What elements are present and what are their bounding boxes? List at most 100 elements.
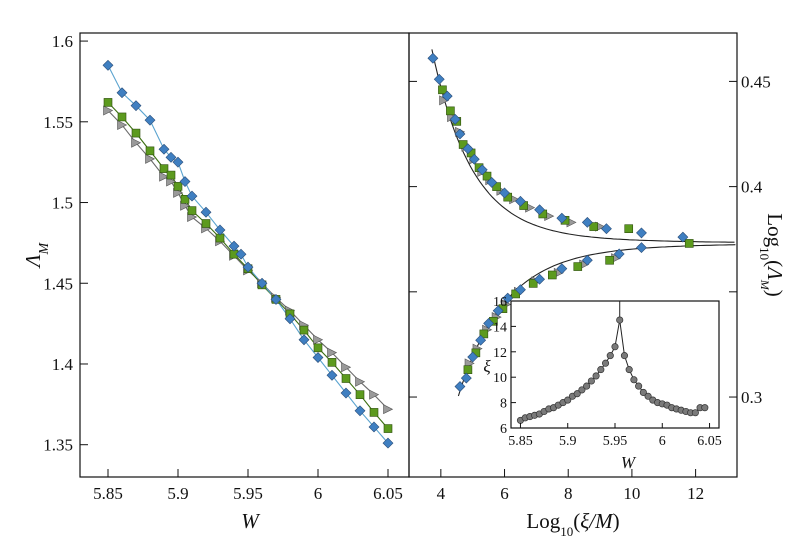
left-data-point xyxy=(102,59,114,71)
right-data-point xyxy=(589,222,598,231)
inset-data-point xyxy=(644,392,652,400)
right-data-point xyxy=(624,224,634,233)
left-data-point xyxy=(383,404,394,415)
left-data-point xyxy=(116,87,128,99)
inset-data-point xyxy=(606,352,614,360)
left-series-group xyxy=(102,59,394,449)
inset-data-point xyxy=(630,376,638,384)
inset-data-point xyxy=(564,396,572,404)
left-x-tick-label: 5.9 xyxy=(167,484,188,503)
inset-series-group xyxy=(516,301,709,424)
right-data-point xyxy=(427,52,439,64)
left-data-point xyxy=(214,224,226,236)
inset-data-point xyxy=(587,377,595,385)
right-x-tick-label: 10 xyxy=(623,484,640,503)
right-data-point xyxy=(502,292,514,304)
left-data-point xyxy=(355,390,365,399)
left-data-point xyxy=(159,164,169,173)
left-data-point xyxy=(355,376,366,387)
inset-data-point xyxy=(635,382,643,390)
left-data-point xyxy=(201,219,211,228)
right-plot-frame xyxy=(408,32,738,478)
left-data-point xyxy=(159,171,170,182)
left-data-point xyxy=(145,146,155,156)
left-data-point xyxy=(299,325,309,335)
right-data-point xyxy=(601,223,612,235)
right-data-point xyxy=(460,372,472,384)
left-data-point xyxy=(341,374,351,383)
inset-x-tick-label: 5.85 xyxy=(508,434,533,449)
right-data-point xyxy=(479,329,489,339)
left-data-point xyxy=(354,405,366,417)
left-data-point xyxy=(165,151,177,163)
right-data-point xyxy=(449,113,461,125)
left-x-tick-label: 5.95 xyxy=(233,484,263,503)
inset-data-point xyxy=(583,382,591,390)
inset-y-tick-label: 8 xyxy=(500,397,507,412)
left-data-point xyxy=(340,387,352,399)
right-upper-fit-curve xyxy=(431,49,735,243)
right-data-point xyxy=(486,176,498,188)
left-data-point xyxy=(312,352,324,363)
inset-data-point xyxy=(592,372,600,380)
left-data-point xyxy=(313,334,324,345)
left-y-tick-label: 1.5 xyxy=(52,194,73,213)
right-data-point xyxy=(482,171,492,181)
right-data-point xyxy=(454,381,466,392)
right-data-point xyxy=(534,204,545,216)
left-data-point xyxy=(382,437,394,449)
left-x-axis-title: W xyxy=(241,509,261,533)
left-data-point xyxy=(327,358,337,367)
left-panel: 5.85 5.9 5.95 6 6.051.351.41.451.51.551.6 W … xyxy=(21,32,410,533)
inset-data-point xyxy=(578,386,586,394)
left-data-point xyxy=(313,343,323,353)
right-data-point xyxy=(462,143,474,155)
inset-data-point xyxy=(625,366,633,374)
left-data-point xyxy=(228,240,240,252)
inset-x-axis-title: W xyxy=(621,453,637,472)
right-data-point xyxy=(467,351,479,363)
left-data-point xyxy=(130,100,142,112)
right-data-point xyxy=(556,263,568,275)
left-data-point xyxy=(187,206,197,215)
inset-y-axis-title: ξ xyxy=(483,357,491,376)
inset-y-tick-label: 12 xyxy=(493,346,507,361)
right-x-tick-label: 12 xyxy=(687,484,704,503)
right-data-point xyxy=(684,239,694,248)
right-data-point xyxy=(515,195,526,207)
left-ticks-group: 5.85 5.9 5.95 6 6.05 1.35 1.4 1.45 1.5 1.55 1.6 xyxy=(43,32,403,503)
left-data-point xyxy=(284,313,296,325)
left-data-point xyxy=(383,424,393,433)
inset-data-point xyxy=(611,343,619,351)
right-ticks-group: 4 6 8 10 12 0.3 0.4 0.45 xyxy=(409,72,771,503)
inset-x-tick-label: 6.05 xyxy=(697,434,722,449)
left-data-point xyxy=(173,182,183,191)
right-data-point xyxy=(677,231,689,243)
left-data-point xyxy=(144,114,156,126)
left-data-point xyxy=(200,206,212,218)
right-data-point xyxy=(483,317,495,329)
left-data-point xyxy=(172,156,184,168)
right-data-point xyxy=(534,273,545,285)
right-y-axis-title: Log10(ΛM) xyxy=(758,213,788,297)
left-data-point xyxy=(179,176,191,187)
left-data-point xyxy=(117,112,127,122)
left-data-point xyxy=(256,277,268,289)
right-data-point xyxy=(581,216,593,228)
inset-y-tick-label: 10 xyxy=(493,371,507,386)
right-data-point xyxy=(454,128,466,140)
inset-x-tick-label: 5.9 xyxy=(559,434,577,449)
right-data-point xyxy=(636,227,647,239)
right-data-point xyxy=(581,254,593,266)
right-x-axis-title: Log10(ξ/M) xyxy=(526,509,619,539)
left-data-point xyxy=(326,369,338,381)
right-y-tick-label: 0.3 xyxy=(741,388,762,407)
left-y-tick-label: 1.55 xyxy=(43,113,73,132)
inset-frame xyxy=(510,300,720,429)
inset-y-tick-label: 16 xyxy=(493,295,507,310)
inset-data-point xyxy=(597,366,605,374)
right-x-tick-label: 8 xyxy=(564,484,573,503)
right-data-point xyxy=(528,279,538,288)
inset-data-point xyxy=(616,316,624,324)
right-data-point xyxy=(515,284,526,296)
